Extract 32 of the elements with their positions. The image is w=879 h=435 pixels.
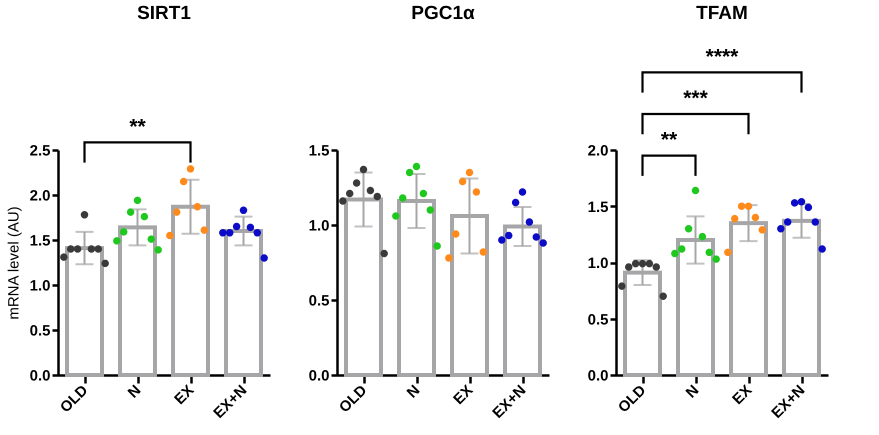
y-tick-label: 0.0 (30, 368, 50, 384)
y-axis-title: mRNA level (AU) (6, 206, 23, 320)
y-tick-label: 0.5 (30, 322, 50, 340)
y-tick-label: 2.5 (30, 142, 50, 160)
y-tick-label: 1.0 (588, 255, 608, 272)
y-tick-label: 1.0 (308, 218, 330, 234)
text: ** (129, 115, 146, 138)
x-tick-label: OLD (56, 382, 92, 416)
y-tick-label: 0.0 (308, 368, 330, 384)
chart-title: SIRT1 (137, 3, 192, 24)
y-tick-label: 2.0 (30, 188, 50, 204)
y-tick-label: 0.0 (588, 368, 608, 384)
x-tick-label: N (404, 382, 424, 402)
y-tick-label: 0.5 (588, 311, 608, 328)
x-tick-label: N (682, 382, 702, 402)
text: *** (683, 87, 709, 110)
y-tick-label: 1.0 (30, 278, 50, 294)
x-tick-label: EX (729, 382, 756, 408)
annotation: ** (660, 128, 678, 152)
x-tick-label: EX (450, 382, 476, 408)
chart-title: TFAM (696, 3, 748, 24)
y-tick-label: 0.5 (308, 292, 330, 310)
y-tick-label: 2.0 (588, 142, 608, 160)
x-tick-label: EX (171, 382, 198, 408)
text: **** (706, 45, 740, 68)
y-tick-label: 1.5 (30, 232, 50, 250)
y-tick-label: 1.5 (308, 142, 330, 160)
y-tick-label: 1.5 (588, 198, 608, 216)
x-tick-label: N (124, 382, 144, 402)
chart-title: PGC1α (411, 3, 476, 24)
x-tick-label: OLD (336, 382, 370, 416)
x-tick-label: OLD (614, 382, 650, 416)
